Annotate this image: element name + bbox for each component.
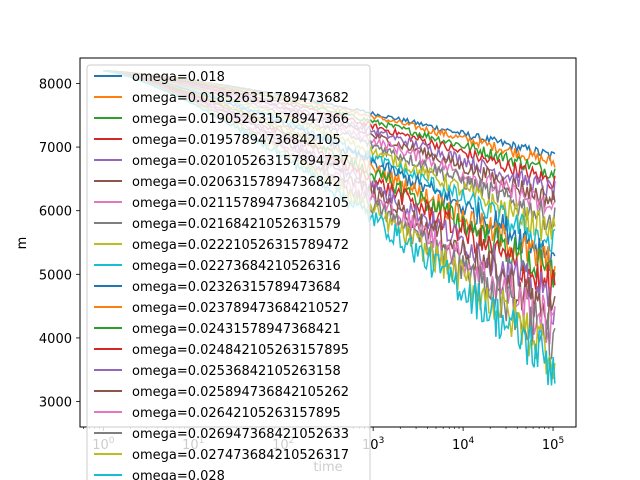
- y-tick-label: 8000: [39, 77, 72, 92]
- legend-entry: omega=0.028: [94, 469, 225, 480]
- legend-label: omega=0.022210526315789472: [132, 238, 349, 253]
- legend-entry: omega=0.01957894736842105: [94, 133, 341, 148]
- x-tick-label: 104: [452, 436, 475, 453]
- legend-label: omega=0.018: [132, 70, 225, 85]
- legend-entry: omega=0.02063157894736842: [94, 175, 341, 190]
- y-tick-label: 5000: [39, 268, 72, 283]
- y-axis: 3000 4000 5000 6000 7000 8000: [39, 77, 80, 411]
- legend-label: omega=0.02431578947368421: [132, 322, 341, 337]
- legend-label: omega=0.02168421052631579: [132, 217, 341, 232]
- y-tick-label: 6000: [39, 205, 72, 220]
- legend-entry: omega=0.018: [94, 70, 225, 85]
- legend-entry: omega=0.026947368421052633: [94, 427, 349, 442]
- legend-label: omega=0.021157894736842105: [132, 196, 349, 211]
- y-tick-label: 3000: [39, 396, 72, 411]
- y-tick-label: 7000: [39, 141, 72, 156]
- legend-label: omega=0.02642105263157895: [132, 406, 341, 421]
- legend-entry: omega=0.024842105263157895: [94, 343, 349, 358]
- legend-entry: omega=0.02326315789473684: [94, 280, 341, 295]
- legend-label: omega=0.02536842105263158: [132, 364, 341, 379]
- legend-entry: omega=0.025894736842105262: [94, 385, 349, 400]
- legend-label: omega=0.025894736842105262: [132, 385, 349, 400]
- legend-entry: omega=0.027473684210526317: [94, 448, 349, 463]
- legend-label: omega=0.018526315789473682: [132, 91, 349, 106]
- legend-entry: omega=0.018526315789473682: [94, 91, 349, 106]
- legend-label: omega=0.02273684210526316: [132, 259, 341, 274]
- legend-entry: omega=0.02273684210526316: [94, 259, 341, 274]
- legend-entry: omega=0.02168421052631579: [94, 217, 341, 232]
- legend-label: omega=0.02063157894736842: [132, 175, 341, 190]
- legend-box: [86, 64, 371, 480]
- legend-entry: omega=0.021157894736842105: [94, 196, 349, 211]
- legend-label: omega=0.027473684210526317: [132, 448, 349, 463]
- y-axis-label: m: [15, 237, 30, 250]
- legend-entry: omega=0.023789473684210527: [94, 301, 349, 316]
- legend-label: omega=0.02326315789473684: [132, 280, 341, 295]
- legend-label: omega=0.020105263157894737: [132, 154, 349, 169]
- x-tick-label: 105: [542, 436, 564, 453]
- legend-entry: omega=0.020105263157894737: [94, 154, 349, 169]
- legend-entry: omega=0.019052631578947366: [94, 112, 349, 127]
- legend-label: omega=0.028: [132, 469, 225, 480]
- legend-entry: omega=0.02431578947368421: [94, 322, 341, 337]
- legend-label: omega=0.019052631578947366: [132, 112, 349, 127]
- legend-label: omega=0.023789473684210527: [132, 301, 349, 316]
- legend: omega=0.018 omega=0.018526315789473682 ome…: [86, 64, 371, 480]
- legend-label: omega=0.01957894736842105: [132, 133, 341, 148]
- legend-label: omega=0.026947368421052633: [132, 427, 349, 442]
- legend-entry: omega=0.02536842105263158: [94, 364, 341, 379]
- legend-entry: omega=0.02642105263157895: [94, 406, 341, 421]
- legend-label: omega=0.024842105263157895: [132, 343, 349, 358]
- legend-entry: omega=0.022210526315789472: [94, 238, 349, 253]
- y-tick-label: 4000: [39, 332, 72, 347]
